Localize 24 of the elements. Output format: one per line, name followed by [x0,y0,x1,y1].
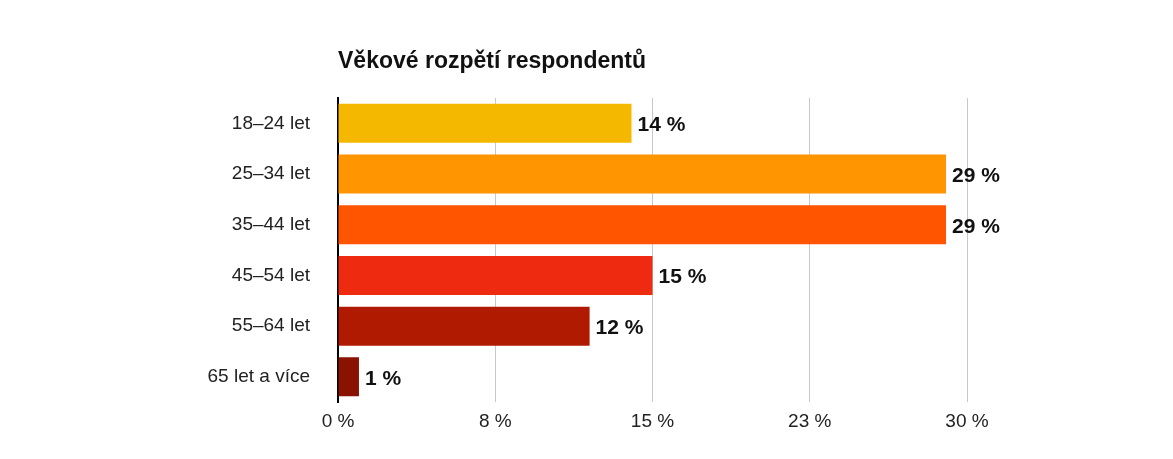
data-label: 29 % [952,162,1001,186]
y-tick-label: 65 let a více [207,365,310,387]
y-tick-label: 45–54 let [231,263,311,285]
x-tick-label: 30 % [945,409,989,431]
x-tick-label: 8 % [478,409,512,431]
data-label: 1 % [364,365,402,389]
x-tick-label: 23 % [788,409,832,431]
data-label: 29 % [952,213,1001,237]
bar [338,255,653,295]
bar [338,357,359,397]
chart-title: Věkové rozpětí respondentů [338,47,647,73]
y-tick-label: 18–24 let [231,111,311,133]
data-label: 15 % [658,264,707,288]
y-tick-label: 35–44 let [231,212,311,234]
bar [338,306,590,346]
bar [338,154,947,194]
y-tick-label: 25–34 let [231,162,311,184]
bar [338,103,632,143]
data-label: 14 % [637,112,686,136]
x-tick-label: 15 % [630,409,675,431]
y-tick-label: 55–64 let [231,314,311,336]
x-tick-label: 0 % [321,409,355,431]
data-label: 12 % [595,314,644,338]
bar [338,205,947,245]
